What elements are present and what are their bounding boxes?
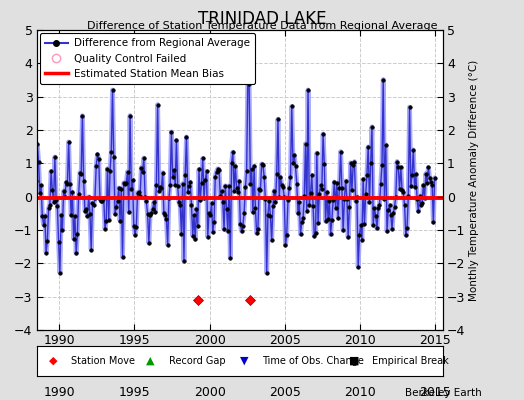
Text: 1990: 1990	[43, 386, 75, 399]
Text: ◆: ◆	[49, 356, 57, 366]
Text: Station Move: Station Move	[71, 356, 135, 366]
Text: TRINIDAD LAKE: TRINIDAD LAKE	[198, 10, 326, 28]
Text: Time of Obs. Change: Time of Obs. Change	[262, 356, 364, 366]
Text: Difference of Station Temperature Data from Regional Average: Difference of Station Temperature Data f…	[87, 21, 437, 31]
Text: ▲: ▲	[146, 356, 155, 366]
Text: Berkeley Earth: Berkeley Earth	[406, 388, 482, 398]
Text: Record Gap: Record Gap	[169, 356, 225, 366]
Text: 2015: 2015	[419, 386, 451, 399]
Text: ▼: ▼	[239, 356, 248, 366]
Text: Empirical Break: Empirical Break	[372, 356, 449, 366]
Text: 1995: 1995	[118, 386, 150, 399]
Legend: Difference from Regional Average, Quality Control Failed, Estimated Station Mean: Difference from Regional Average, Qualit…	[40, 33, 255, 84]
Text: 2000: 2000	[194, 386, 226, 399]
Text: 2010: 2010	[344, 386, 376, 399]
Text: ■: ■	[350, 356, 360, 366]
Y-axis label: Monthly Temperature Anomaly Difference (°C): Monthly Temperature Anomaly Difference (…	[470, 59, 479, 301]
Text: 2005: 2005	[269, 386, 301, 399]
